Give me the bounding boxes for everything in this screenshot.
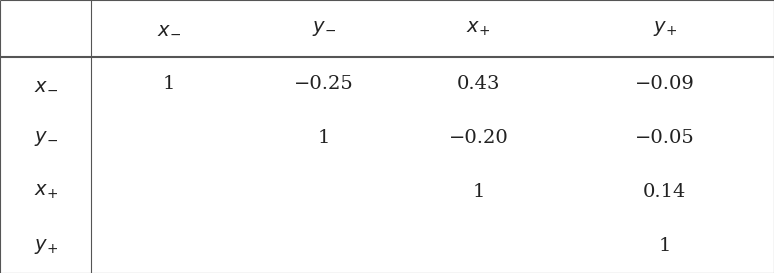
Text: $y_{-}$: $y_{-}$ [33, 129, 58, 148]
Text: 1: 1 [163, 75, 175, 93]
Text: 1: 1 [659, 237, 671, 255]
Text: $y_{+}$: $y_{+}$ [33, 237, 58, 256]
Text: $x_{-}$: $x_{-}$ [33, 75, 58, 93]
Text: $x_{-}$: $x_{-}$ [156, 19, 181, 37]
Text: 0.14: 0.14 [643, 183, 687, 201]
Text: 0.43: 0.43 [457, 75, 500, 93]
Text: $x_{+}$: $x_{+}$ [33, 183, 58, 201]
Text: $x_{+}$: $x_{+}$ [466, 19, 491, 38]
Text: 1: 1 [317, 129, 330, 147]
Text: 1: 1 [472, 183, 485, 201]
Text: −0.09: −0.09 [635, 75, 695, 93]
Text: $y_{-}$: $y_{-}$ [311, 19, 336, 38]
Text: −0.05: −0.05 [635, 129, 695, 147]
Text: −0.20: −0.20 [448, 129, 509, 147]
Text: $y_{+}$: $y_{+}$ [652, 19, 677, 38]
Text: −0.25: −0.25 [293, 75, 354, 93]
